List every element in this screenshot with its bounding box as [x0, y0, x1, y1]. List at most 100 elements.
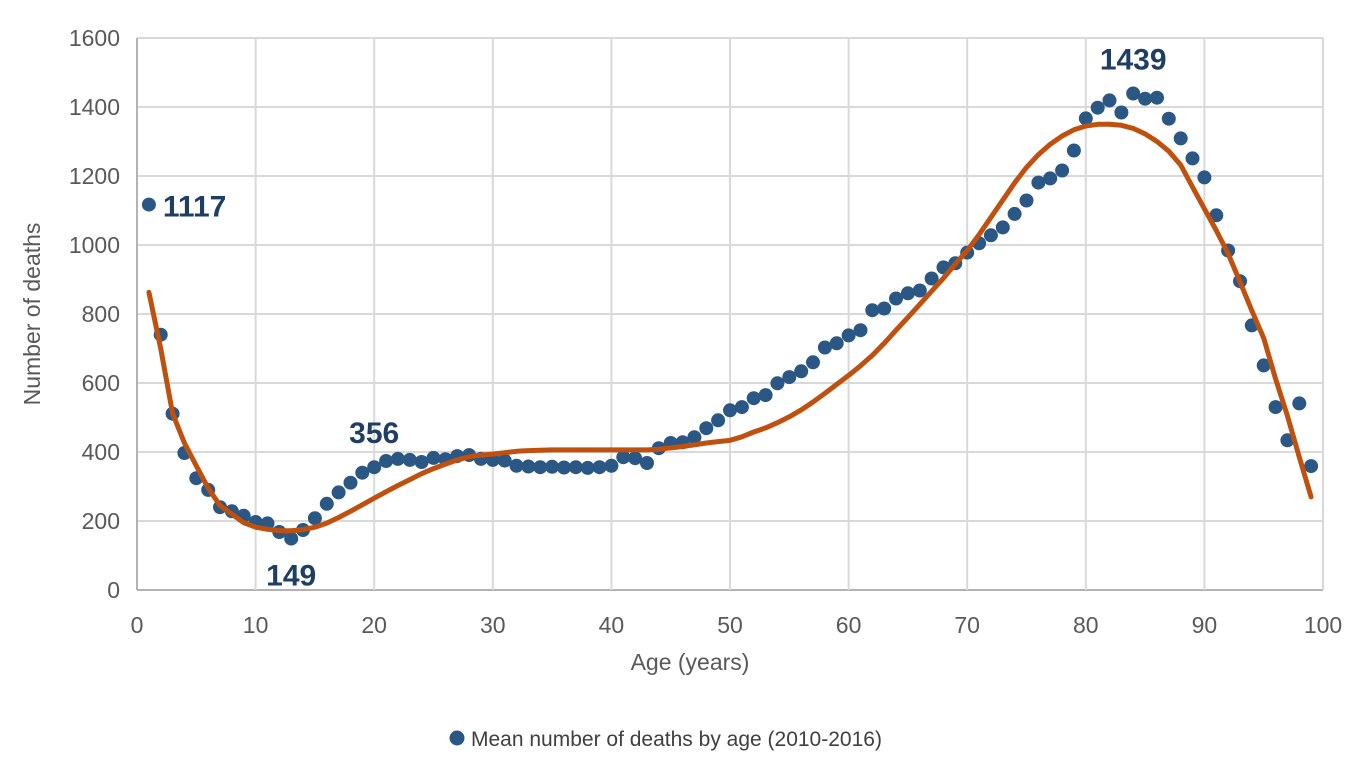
scatter-dot — [1185, 151, 1200, 166]
scatter-dot — [533, 460, 548, 475]
x-tick-label: 10 — [243, 612, 269, 638]
scatter-dot — [1055, 163, 1070, 178]
scatter-dot — [1150, 90, 1164, 105]
tick-layer: 0 200 400 600 800 1000 1200 1400 1600 0 10 20 30 40 50… — [69, 25, 1342, 638]
scatter-dot — [426, 450, 441, 465]
scatter-dot — [889, 291, 903, 306]
scatter-dot — [1078, 111, 1093, 126]
y-tick-label: 1200 — [69, 163, 120, 189]
trend-line-path — [146, 121, 1314, 534]
x-tick-label: 60 — [836, 612, 862, 638]
x-tick-label: 100 — [1304, 612, 1342, 638]
scatter-dot — [1126, 86, 1141, 101]
scatter-dot — [568, 460, 583, 475]
scatter-dot — [865, 303, 880, 318]
x-tick-label: 90 — [1192, 612, 1218, 638]
scatter-dot — [1066, 143, 1081, 158]
scatter-dot — [616, 450, 631, 465]
x-tick-label: 30 — [480, 612, 506, 638]
scatter-dot — [390, 451, 405, 466]
scatter-dot — [1090, 100, 1105, 115]
x-tick-label: 80 — [1073, 612, 1099, 638]
scatter-dot — [592, 460, 607, 475]
y-tick-label: 800 — [82, 301, 120, 327]
scatter-dot — [734, 400, 749, 415]
scatter-dot — [794, 364, 809, 379]
scatter-dot — [545, 459, 560, 474]
scatter-dot — [331, 485, 346, 500]
y-tick-label: 400 — [82, 439, 120, 465]
data-label-356: 356 — [349, 417, 399, 450]
y-tick-label: 0 — [107, 577, 120, 603]
scatter-dot — [379, 454, 394, 468]
x-axis-title: Age (years) — [631, 649, 750, 675]
scatter-dot — [343, 475, 358, 490]
y-tick-label: 200 — [82, 508, 120, 534]
series-layer — [141, 86, 1319, 546]
scatter-dot — [699, 421, 714, 436]
grid-layer — [136, 37, 1324, 591]
scatter-dot — [1173, 131, 1188, 146]
scatter-dot — [1019, 193, 1034, 208]
annotation-layer: 1117 149 356 1439 — [163, 44, 1167, 593]
scatter-dot — [1031, 175, 1046, 190]
scatter-dot — [1304, 459, 1319, 474]
y-axis-title: Number of deaths — [19, 223, 45, 406]
scatter-dot — [284, 531, 299, 546]
scatter-dot — [924, 271, 939, 286]
x-tick-label: 70 — [954, 612, 980, 638]
scatter-dot — [900, 286, 915, 301]
scatter-dot — [770, 376, 785, 391]
scatter-dot — [1114, 105, 1129, 120]
scatter-dot — [1138, 91, 1153, 106]
scatter-dot — [640, 456, 654, 470]
scatter-dot — [782, 370, 797, 385]
scatter-dot — [746, 391, 761, 406]
scatter-dot — [1161, 111, 1176, 126]
scatter-dot — [817, 340, 832, 355]
data-label-149: 149 — [266, 560, 316, 593]
scatter-dot — [853, 323, 868, 338]
legend-label: Mean number of deaths by age (2010-2016) — [471, 728, 882, 751]
data-label-1117: 1117 — [163, 191, 226, 224]
scatter-dot — [806, 355, 820, 370]
scatter-dot — [877, 301, 892, 316]
legend-dot-icon — [449, 730, 465, 746]
legend: Mean number of deaths by age (2010-2016) — [449, 728, 882, 751]
scatter-dot — [319, 496, 334, 511]
scatter-dot — [141, 197, 156, 212]
scatter-dot — [1197, 170, 1212, 185]
y-tick-label: 1400 — [69, 94, 120, 120]
scatter-dot — [557, 460, 571, 475]
scatter-dot — [604, 458, 619, 473]
y-tick-label: 1600 — [69, 25, 120, 51]
scatter-dot — [1256, 358, 1271, 373]
scatter-dot — [414, 455, 429, 469]
scatter-dot — [841, 328, 856, 343]
scatter-dot — [1007, 206, 1022, 221]
scatter-dot — [402, 452, 417, 467]
scatter-dot — [355, 465, 370, 480]
scatter-dot — [580, 460, 595, 475]
scatter-dot — [1043, 171, 1058, 186]
scatter-dot — [829, 336, 844, 351]
scatter-dot — [687, 430, 702, 445]
scatter-dot — [1102, 93, 1117, 108]
y-tick-label: 600 — [82, 370, 120, 396]
scatter-dot — [367, 460, 382, 475]
x-tick-label: 40 — [599, 612, 625, 638]
scatter-dot — [723, 403, 737, 418]
x-tick-label: 0 — [131, 612, 144, 638]
scatter-dot — [497, 453, 512, 468]
scatter-dot — [983, 228, 998, 243]
scatter-dot — [711, 413, 726, 428]
scatter-dot — [1268, 400, 1283, 415]
y-tick-label: 1000 — [69, 232, 120, 258]
data-label-1439: 1439 — [1100, 44, 1167, 77]
x-tick-label: 50 — [717, 612, 743, 638]
scatter-dot — [628, 451, 643, 466]
scatter-dot — [509, 458, 524, 473]
scatter-dot — [758, 388, 773, 403]
scatter-dot — [1209, 208, 1224, 223]
